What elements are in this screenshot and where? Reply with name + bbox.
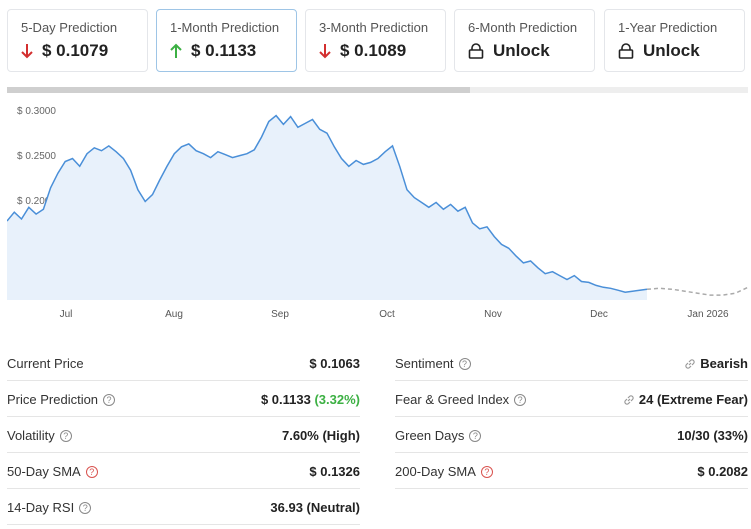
chart-scrollbar[interactable] (7, 87, 748, 93)
lock-icon (468, 43, 484, 59)
stat-label: Price Prediction (7, 392, 99, 407)
card-value: $ 0.1133 (191, 41, 257, 60)
forecast-line (646, 286, 748, 296)
x-tick-label: Nov (484, 309, 502, 320)
x-tick-label: Jan 2026 (687, 309, 729, 320)
arrow-up-icon (170, 43, 182, 58)
stat-row-50-day-sma: 50-Day SMA? $ 0.1326 (7, 453, 360, 489)
card-value: Unlock (493, 41, 550, 60)
help-icon[interactable]: ? (514, 393, 527, 406)
help-icon[interactable]: ? (458, 357, 471, 370)
x-tick-label: Jul (60, 309, 73, 320)
card-title: 1-Month Prediction (170, 20, 280, 35)
x-tick-label: Aug (165, 309, 183, 320)
stat-value: Bearish (700, 356, 748, 371)
help-icon[interactable]: ? (469, 429, 482, 442)
link-icon (685, 358, 695, 369)
stat-label: Current Price (7, 356, 84, 371)
stat-value: $ 0.1326 (309, 464, 360, 479)
arrow-down-icon (319, 44, 331, 59)
x-tick-label: Sep (271, 309, 289, 320)
stat-label: Fear & Greed Index (395, 392, 510, 407)
stat-row-sentiment: Sentiment? Bearish (395, 345, 748, 381)
y-tick-label: $ 0.2500 (17, 151, 56, 162)
stat-row-volatility: Volatility? 7.60% (High) (7, 417, 360, 453)
card-1-month-prediction[interactable]: 1-Month Prediction $ 0.1133 (156, 9, 297, 72)
scrollbar-thumb[interactable] (7, 87, 470, 93)
y-tick-label: $ 0.3000 (17, 106, 56, 117)
stat-row-fear-greed-index: Fear & Greed Index? 24 (Extreme Fear) (395, 381, 748, 417)
card-title: 6-Month Prediction (468, 20, 578, 35)
card-value: $ 0.1079 (42, 41, 109, 60)
help-icon[interactable]: ? (79, 501, 92, 514)
card-3-month-prediction[interactable]: 3-Month Prediction $ 0.1089 (305, 9, 446, 72)
stat-value: $ 0.1133 (260, 392, 311, 407)
help-icon[interactable]: ? (85, 465, 98, 478)
stat-label: 50-Day SMA (7, 464, 81, 479)
stat-value: 24 (Extreme Fear) (638, 392, 748, 407)
card-1-year-prediction[interactable]: 1-Year Prediction Unlock (604, 9, 745, 72)
stat-row-200-day-sma: 200-Day SMA? $ 0.2082 (395, 453, 748, 489)
stat-label: 200-Day SMA (395, 464, 476, 479)
stat-label: Volatility (7, 428, 55, 443)
stat-value: $ 0.1063 (309, 356, 360, 371)
stat-value: 7.60% (High) (281, 428, 360, 443)
stat-label: Sentiment (395, 356, 454, 371)
stat-change: (3.32%) (314, 392, 360, 407)
stat-label: 14-Day RSI (7, 500, 75, 515)
stat-value: 10/30 (33%) (677, 428, 748, 443)
y-tick-label: $ 0.2000 (17, 196, 56, 207)
stats-left-column: Current Price $ 0.1063 Price Prediction?… (7, 345, 360, 525)
card-title: 3-Month Prediction (319, 20, 429, 35)
stat-value: $ 0.2082 (697, 464, 748, 479)
stat-label: Green Days (395, 428, 465, 443)
stat-value: 36.93 (Neutral) (270, 500, 360, 515)
card-5-day-prediction[interactable]: 5-Day Prediction $ 0.1079 (7, 9, 148, 72)
prediction-cards: 5-Day Prediction $ 0.1079 1-Month Predic… (7, 9, 745, 72)
card-title: 1-Year Prediction (618, 20, 718, 35)
card-title: 5-Day Prediction (21, 20, 118, 35)
stats-right-column: Sentiment? Bearish Fear & Greed Index? 2… (395, 345, 748, 489)
stat-row-current-price: Current Price $ 0.1063 (7, 345, 360, 381)
stat-row-green-days: Green Days? 10/30 (33%) (395, 417, 748, 453)
help-icon[interactable]: ? (480, 465, 493, 478)
stat-row-price-prediction: Price Prediction? $ 0.1133 (3.32%) (7, 381, 360, 417)
price-chart: $ 0.3000$ 0.2500$ 0.2000$ 0.1500$ 0.1000… (7, 95, 748, 320)
lock-icon (618, 43, 634, 59)
price-history-line (7, 114, 648, 293)
x-tick-label: Dec (590, 309, 608, 320)
help-icon[interactable]: ? (59, 429, 72, 442)
price-area-fill (7, 115, 647, 300)
card-6-month-prediction[interactable]: 6-Month Prediction Unlock (454, 9, 595, 72)
arrow-down-icon (21, 44, 33, 59)
stat-row-14-day-rsi: 14-Day RSI? 36.93 (Neutral) (7, 489, 360, 525)
x-tick-label: Oct (379, 309, 395, 320)
card-value: $ 0.1089 (340, 41, 407, 60)
card-value: Unlock (643, 41, 700, 60)
link-icon (624, 394, 634, 405)
help-icon[interactable]: ? (103, 393, 116, 406)
